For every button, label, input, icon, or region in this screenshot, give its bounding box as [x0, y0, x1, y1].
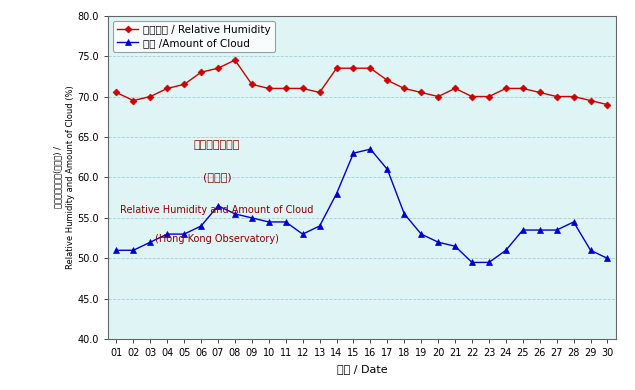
相對湿度 / Relative Humidity	[604, 102, 612, 107]
雲量 /Amount of Cloud	[485, 260, 493, 265]
相對湿度 / Relative Humidity	[553, 94, 561, 99]
雲量 /Amount of Cloud	[434, 240, 442, 245]
相對湿度 / Relative Humidity	[384, 78, 391, 83]
相對湿度 / Relative Humidity	[112, 90, 120, 95]
雲量 /Amount of Cloud	[417, 232, 425, 236]
相對湿度 / Relative Humidity	[214, 66, 222, 71]
雲量 /Amount of Cloud	[265, 220, 272, 224]
雲量 /Amount of Cloud	[519, 228, 526, 232]
相對湿度 / Relative Humidity	[265, 86, 272, 91]
雲量 /Amount of Cloud	[130, 248, 137, 253]
相對湿度 / Relative Humidity	[197, 70, 205, 74]
雲量 /Amount of Cloud	[282, 220, 290, 224]
相對湿度 / Relative Humidity	[366, 66, 374, 71]
相對湿度 / Relative Humidity	[401, 86, 408, 91]
雲量 /Amount of Cloud	[366, 147, 374, 151]
雲量 /Amount of Cloud	[180, 232, 188, 236]
相對湿度 / Relative Humidity	[587, 98, 594, 103]
相對湿度 / Relative Humidity	[282, 86, 290, 91]
雲量 /Amount of Cloud	[231, 211, 239, 216]
雲量 /Amount of Cloud	[163, 232, 171, 236]
相對湿度 / Relative Humidity	[299, 86, 307, 91]
雲量 /Amount of Cloud	[401, 211, 408, 216]
Text: (Hong Kong Observatory): (Hong Kong Observatory)	[155, 234, 279, 244]
相對湿度 / Relative Humidity	[231, 58, 239, 62]
Legend: 相對湿度 / Relative Humidity, 雲量 /Amount of Cloud: 相對湿度 / Relative Humidity, 雲量 /Amount of …	[113, 21, 275, 52]
雲量 /Amount of Cloud	[384, 167, 391, 172]
相對湿度 / Relative Humidity	[434, 94, 442, 99]
相對湿度 / Relative Humidity	[468, 94, 476, 99]
雲量 /Amount of Cloud	[451, 244, 459, 248]
X-axis label: 日期 / Date: 日期 / Date	[337, 364, 387, 374]
相對湿度 / Relative Humidity	[570, 94, 577, 99]
相對湿度 / Relative Humidity	[248, 82, 256, 87]
相對湿度 / Relative Humidity	[519, 86, 526, 91]
Text: Relative Humidity and Amount of Cloud: Relative Humidity and Amount of Cloud	[121, 205, 314, 215]
相對湿度 / Relative Humidity	[147, 94, 154, 99]
相對湿度 / Relative Humidity	[180, 82, 188, 87]
Text: (天文台): (天文台)	[203, 172, 232, 183]
雲量 /Amount of Cloud	[197, 224, 205, 229]
雲量 /Amount of Cloud	[604, 256, 612, 261]
相對湿度 / Relative Humidity	[451, 86, 459, 91]
雲量 /Amount of Cloud	[570, 220, 577, 224]
相對湿度 / Relative Humidity	[316, 90, 323, 95]
Line: 相對湿度 / Relative Humidity: 相對湿度 / Relative Humidity	[114, 58, 610, 107]
雲量 /Amount of Cloud	[553, 228, 561, 232]
雲量 /Amount of Cloud	[536, 228, 544, 232]
雲量 /Amount of Cloud	[248, 216, 256, 220]
相對湿度 / Relative Humidity	[502, 86, 510, 91]
雲量 /Amount of Cloud	[587, 248, 594, 253]
雲量 /Amount of Cloud	[468, 260, 476, 265]
相對湿度 / Relative Humidity	[536, 90, 544, 95]
Y-axis label: 相對湿度及雲量(百分比) /
Relative Humidity and Amount of Cloud (%): 相對湿度及雲量(百分比) / Relative Humidity and Amo…	[53, 85, 74, 269]
相對湿度 / Relative Humidity	[485, 94, 493, 99]
雲量 /Amount of Cloud	[350, 151, 358, 156]
雲量 /Amount of Cloud	[502, 248, 510, 253]
相對湿度 / Relative Humidity	[417, 90, 425, 95]
Text: 相對湿度及雲量: 相對湿度及雲量	[194, 140, 241, 150]
雲量 /Amount of Cloud	[333, 191, 340, 196]
雲量 /Amount of Cloud	[112, 248, 120, 253]
相對湿度 / Relative Humidity	[163, 86, 171, 91]
相對湿度 / Relative Humidity	[350, 66, 358, 71]
雲量 /Amount of Cloud	[147, 240, 154, 245]
雲量 /Amount of Cloud	[316, 224, 323, 229]
Line: 雲量 /Amount of Cloud: 雲量 /Amount of Cloud	[114, 146, 610, 265]
相對湿度 / Relative Humidity	[130, 98, 137, 103]
雲量 /Amount of Cloud	[299, 232, 307, 236]
相對湿度 / Relative Humidity	[333, 66, 340, 71]
雲量 /Amount of Cloud	[214, 204, 222, 208]
